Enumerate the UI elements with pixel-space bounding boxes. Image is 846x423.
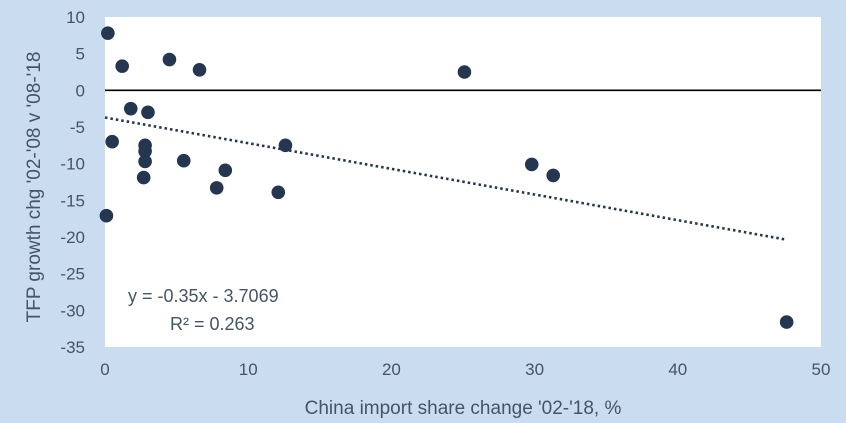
data-point [177,154,191,168]
data-point [525,158,539,172]
x-tick-label: 10 [239,360,258,379]
y-tick-label: -10 [60,155,85,174]
y-tick-label: 0 [76,81,85,100]
data-point [271,185,285,199]
data-point [218,163,232,177]
y-tick-label: -25 [60,265,85,284]
y-tick-label: -5 [70,118,85,137]
data-point [138,155,152,169]
y-tick-label: -15 [60,191,85,210]
x-tick-label: 0 [100,360,109,379]
trendline-equation: y = -0.35x - 3.7069 [128,286,279,306]
x-tick-label: 20 [382,360,401,379]
data-point [101,26,115,40]
trendline-r2: R² = 0.263 [170,314,255,334]
x-axis-title: China import share change '02-'18, % [305,398,622,419]
data-point [100,209,114,223]
y-tick-label: 5 [76,45,85,64]
x-tick-label: 50 [812,360,831,379]
y-tick-label: 10 [66,8,85,27]
y-tick-label: -30 [60,301,85,320]
x-tick-label: 40 [668,360,687,379]
data-point [163,53,177,67]
y-tick-label: -35 [60,338,85,357]
y-tick-label: -20 [60,228,85,247]
data-point [279,139,293,153]
data-point [210,181,224,195]
data-point [193,63,207,77]
data-point [780,315,794,329]
data-point [115,59,129,73]
data-point [137,171,151,185]
data-point [105,135,119,149]
x-tick-label: 30 [525,360,544,379]
y-axis-ticks: 10 5 0 -5 -10 -15 -20 -25 -30 -35 [60,8,85,357]
y-axis-title: TFP growth chg '02-'08 v '08-'18 [24,52,45,323]
data-point [458,65,472,79]
data-point [141,106,155,120]
x-axis-ticks: 0 10 20 30 40 50 [100,360,830,379]
data-point [124,102,138,116]
data-point [546,169,560,183]
